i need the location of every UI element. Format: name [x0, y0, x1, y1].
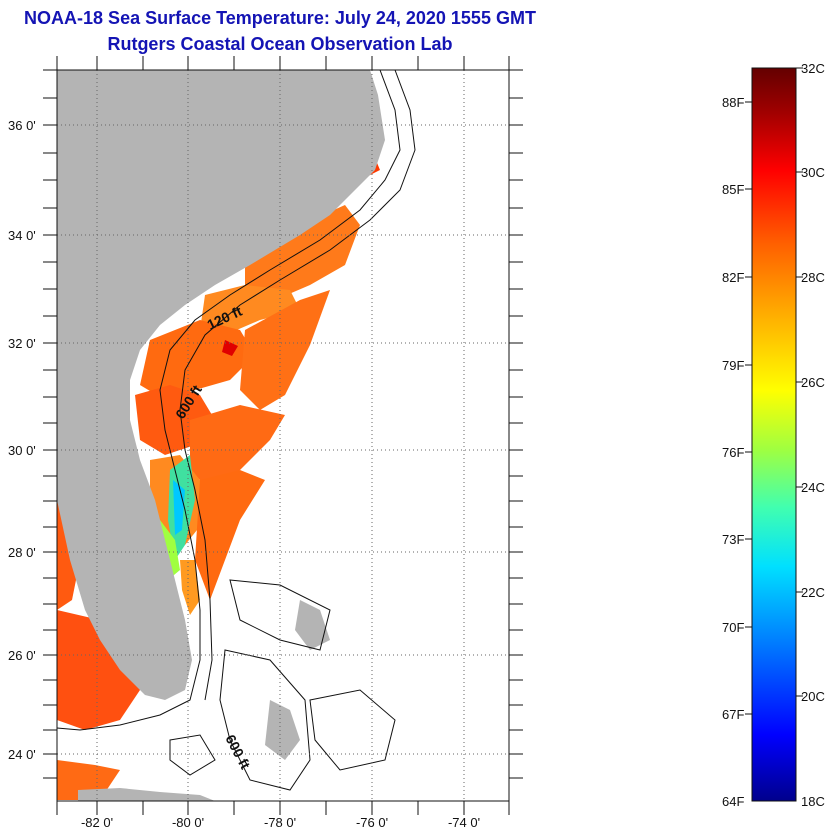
map-subtitle: Rutgers Coastal Ocean Observation Lab — [107, 34, 453, 54]
colorbar-ticks — [745, 67, 803, 715]
colorbar-f-label: 67F — [722, 707, 744, 722]
lon-label: -76 0' — [356, 815, 388, 830]
lon-label: -82 0' — [81, 815, 113, 830]
colorbar-f-label: 70F — [722, 620, 744, 635]
colorbar-f-label: 73F — [722, 532, 744, 547]
colorbar-c-label: 18C — [801, 794, 825, 809]
colorbar-f-label: 85F — [722, 182, 744, 197]
colorbar-c-label: 24C — [801, 480, 825, 495]
sst-patches — [57, 158, 380, 800]
map-frame — [56, 69, 510, 802]
lat-label: 28 0' — [8, 545, 36, 560]
colorbar-f-label: 79F — [722, 358, 744, 373]
lat-label: 24 0' — [8, 747, 36, 762]
axis-ticks — [43, 56, 523, 815]
colorbar-c-label: 28C — [801, 270, 825, 285]
colorbar-f-label: 88F — [722, 95, 744, 110]
colorbar-c-label: 26C — [801, 375, 825, 390]
colorbar — [751, 67, 797, 802]
colorbar-f-label: 64F — [722, 794, 744, 809]
colorbar-f-label: 76F — [722, 445, 744, 460]
land-areas — [57, 70, 385, 801]
map-title: NOAA-18 Sea Surface Temperature: July 24… — [24, 8, 536, 28]
colorbar-c-label: 30C — [801, 165, 825, 180]
colorbar-c-label: 32C — [801, 61, 825, 76]
colorbar-c-label: 20C — [801, 689, 825, 704]
lat-label: 26 0' — [8, 648, 36, 663]
lon-label: -80 0' — [172, 815, 204, 830]
lon-label: -78 0' — [264, 815, 296, 830]
lon-label: -74 0' — [448, 815, 480, 830]
map-gridlines — [57, 70, 509, 801]
lat-label: 30 0' — [8, 443, 36, 458]
colorbar-f-label: 82F — [722, 270, 744, 285]
colorbar-c-label: 22C — [801, 585, 825, 600]
lat-label: 32 0' — [8, 336, 36, 351]
lat-label: 36 0' — [8, 118, 36, 133]
lat-label: 34 0' — [8, 228, 36, 243]
